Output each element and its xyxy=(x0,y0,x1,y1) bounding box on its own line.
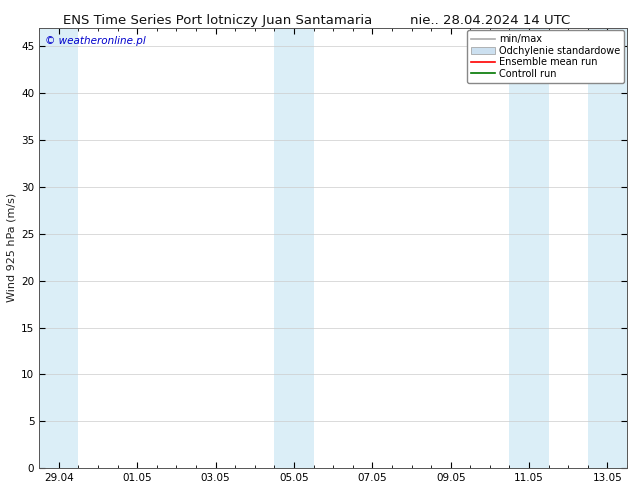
Y-axis label: Wind 925 hPa (m/s): Wind 925 hPa (m/s) xyxy=(7,193,17,302)
Text: nie.. 28.04.2024 14 UTC: nie.. 28.04.2024 14 UTC xyxy=(410,14,571,27)
Bar xyxy=(275,27,314,468)
Bar xyxy=(588,27,634,468)
Legend: min/max, Odchylenie standardowe, Ensemble mean run, Controll run: min/max, Odchylenie standardowe, Ensembl… xyxy=(467,30,624,83)
Bar xyxy=(510,27,548,468)
Bar xyxy=(39,27,79,468)
Text: © weatheronline.pl: © weatheronline.pl xyxy=(45,36,146,47)
Text: ENS Time Series Port lotniczy Juan Santamaria: ENS Time Series Port lotniczy Juan Santa… xyxy=(63,14,373,27)
